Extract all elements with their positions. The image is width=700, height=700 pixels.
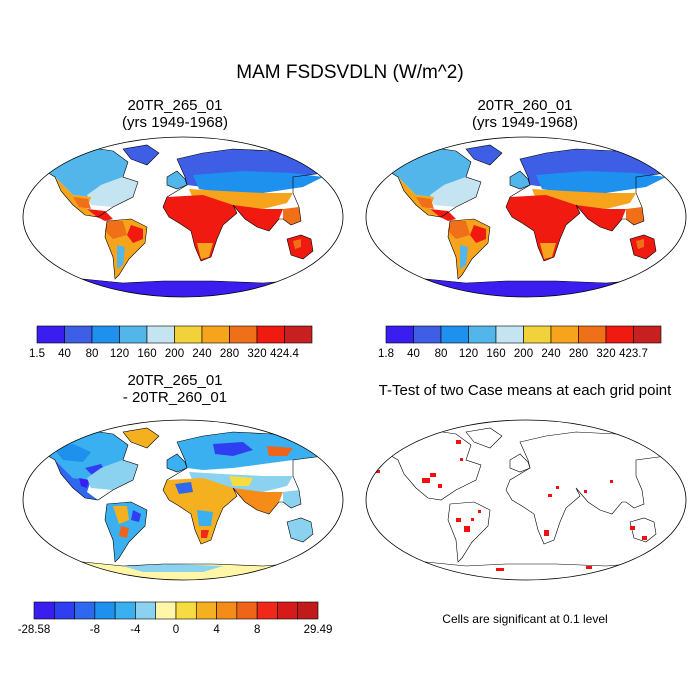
colorbar-tick-label: 1.8 [378,348,394,360]
colorbar-tick-label: 320 [596,348,615,360]
colorbar-swatch [94,601,116,620]
panel-title-top-right: 20TR_260_01 (yrs 1949-1968) [350,97,700,131]
panel-title-bottom-right: T-Test of two Case means at each grid po… [350,382,700,399]
colorbar-tick-label: 160 [137,348,156,360]
colorbar-swatch [284,325,313,344]
colorbar-swatch [53,601,75,620]
colorbar-swatch [413,325,442,344]
panel-subtitle-line: (yrs 1949-1968) [122,114,228,131]
colorbar-tick-label: 160 [486,348,505,360]
colorbar-tick-label: 280 [220,348,239,360]
colorbar-swatch [174,325,203,344]
colorbar-swatch [155,601,177,620]
colorbar-swatch [605,325,634,344]
panel-title-line: 20TR_260_01 [477,97,573,114]
panel-title-line: 20TR_265_01 [127,97,223,114]
map-panel-bottom-right [365,419,687,581]
panel-title-top-left: 20TR_265_01 (yrs 1949-1968) [0,97,350,131]
colorbar-swatch [91,325,120,344]
map-panel-top-right [365,136,687,298]
panel-subtitle-line: - 20TR_260_01 [122,389,228,406]
significance-note: Cells are significant at 0.1 level [442,612,608,626]
colorbar-swatch [229,325,258,344]
figure-title: MAM FSDSVDLN (W/m^2) [236,62,464,83]
colorbar-swatch [64,325,93,344]
panel-subtitle-line: (yrs 1949-1968) [472,114,578,131]
colorbar-top-left: 1.5 40 80 120 160 200 240 280 320 424.4 [29,325,313,360]
colorbar-tick-label: -4 [130,624,141,636]
colorbar-tick-label: 240 [192,348,211,360]
colorbar-tick-label: 80 [435,348,448,360]
colorbar-swatch [468,325,497,344]
panel-title-line: 20TR_265_01 [127,372,223,389]
colorbar-tick-label: 8 [254,624,260,636]
colorbar-swatch [256,601,278,620]
colorbar-swatch [119,325,148,344]
colorbar-tick-label: 80 [86,348,99,360]
colorbar-swatch [440,325,469,344]
colorbar-tick-label: 423.7 [619,348,648,360]
colorbar-bottom-left: -28.58 -8 -4 0 4 8 29.49 [18,601,333,636]
colorbar-tick-label: 240 [541,348,560,360]
colorbar-tick-label: 40 [58,348,71,360]
colorbar-tick-label: 40 [407,348,420,360]
colorbar-tick-label: 1.5 [29,348,45,360]
colorbar-tick-label: 200 [514,348,533,360]
colorbar-top-right: 1.8 40 80 120 160 200 240 280 320 423.7 [378,325,662,360]
map-panel-top-left [22,136,344,298]
colorbar-tick-label: 4 [213,624,220,636]
colorbar-swatch [114,601,136,620]
colorbar-tick-label: 120 [110,348,129,360]
colorbar-tick-label: -28.58 [18,624,51,636]
colorbar-swatch [135,601,157,620]
colorbar-swatch [201,325,230,344]
colorbar-swatch [146,325,175,344]
panel-title-line: T-Test of two Case means at each grid po… [378,382,672,399]
colorbar-tick-label: 0 [173,624,179,636]
colorbar-swatch [578,325,607,344]
colorbar-swatch [277,601,299,620]
colorbar-swatch [36,325,65,344]
colorbar-swatch [297,601,319,620]
colorbar-tick-label: -8 [90,624,100,636]
colorbar-tick-label: 320 [247,348,266,360]
colorbar-tick-label: 200 [165,348,184,360]
colorbar-swatch [550,325,579,344]
colorbar-swatch [216,601,238,620]
colorbar-swatch [175,601,197,620]
map-panel-bottom-left [22,419,344,581]
colorbar-swatch [256,325,285,344]
colorbar-swatch [523,325,552,344]
colorbar-tick-label: 280 [569,348,588,360]
colorbar-tick-label: 424.4 [270,348,299,360]
colorbar-swatch [74,601,96,620]
panel-title-bottom-left: 20TR_265_01 - 20TR_260_01 [0,372,350,406]
colorbar-swatch [236,601,258,620]
colorbar-swatch [633,325,662,344]
colorbar-tick-label: 29.49 [304,624,333,636]
colorbar-swatch [33,601,55,620]
colorbar-swatch [495,325,524,344]
colorbar-swatch [385,325,414,344]
colorbar-tick-label: 120 [459,348,478,360]
colorbar-swatch [195,601,217,620]
